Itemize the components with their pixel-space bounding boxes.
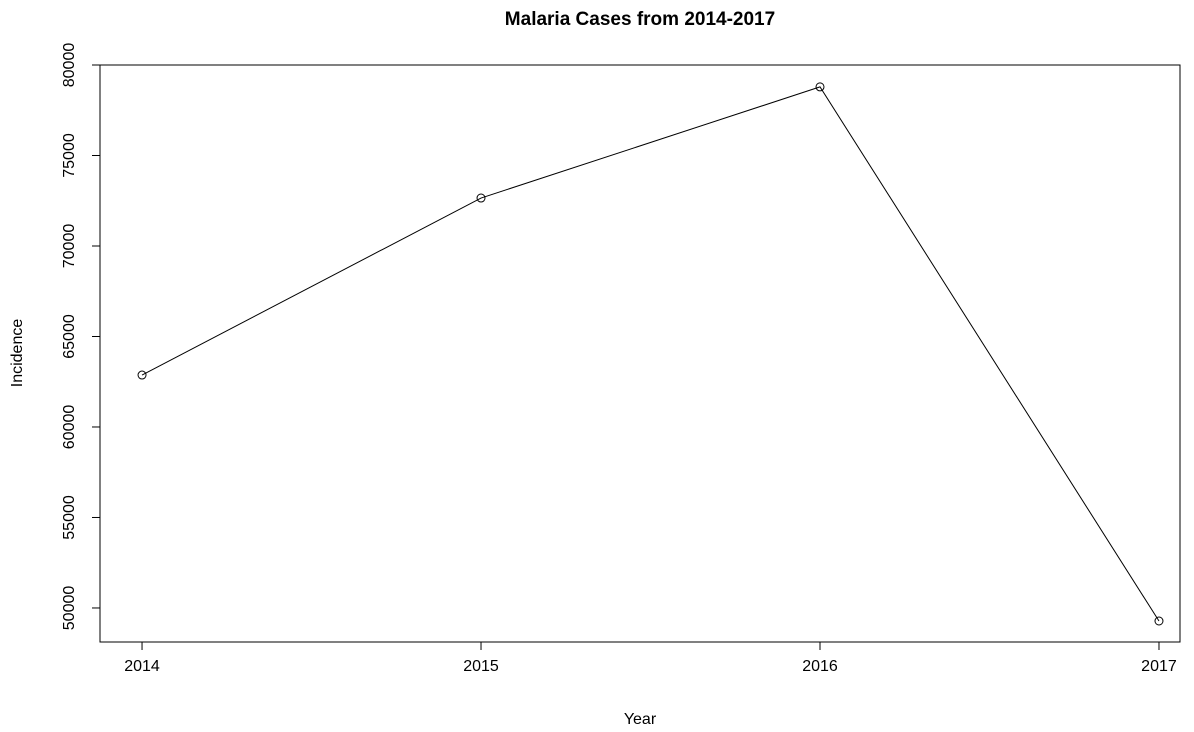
y-tick-label: 50000 [61, 586, 78, 631]
y-tick-label: 80000 [61, 43, 78, 88]
y-tick-label: 60000 [61, 405, 78, 450]
plot-frame [99, 64, 1181, 643]
point-marker [476, 193, 486, 203]
y-tick-label: 75000 [61, 133, 78, 178]
y-axis-label: Incidence [9, 319, 26, 388]
x-tick-label: 2017 [1141, 658, 1177, 675]
x-tick-label: 2016 [802, 658, 838, 675]
point-marker [815, 82, 825, 92]
x-tick-label: 2014 [124, 658, 160, 675]
x-tick-label: 2015 [463, 658, 499, 675]
point-marker [137, 370, 147, 380]
y-tick-label: 65000 [61, 314, 78, 359]
y-tick-label: 55000 [61, 495, 78, 540]
x-axis-label: Year [624, 711, 657, 728]
series-line [141, 86, 1160, 622]
y-tick-label: 70000 [61, 224, 78, 269]
point-marker [1154, 616, 1164, 626]
chart-title: Malaria Cases from 2014-2017 [505, 9, 775, 30]
